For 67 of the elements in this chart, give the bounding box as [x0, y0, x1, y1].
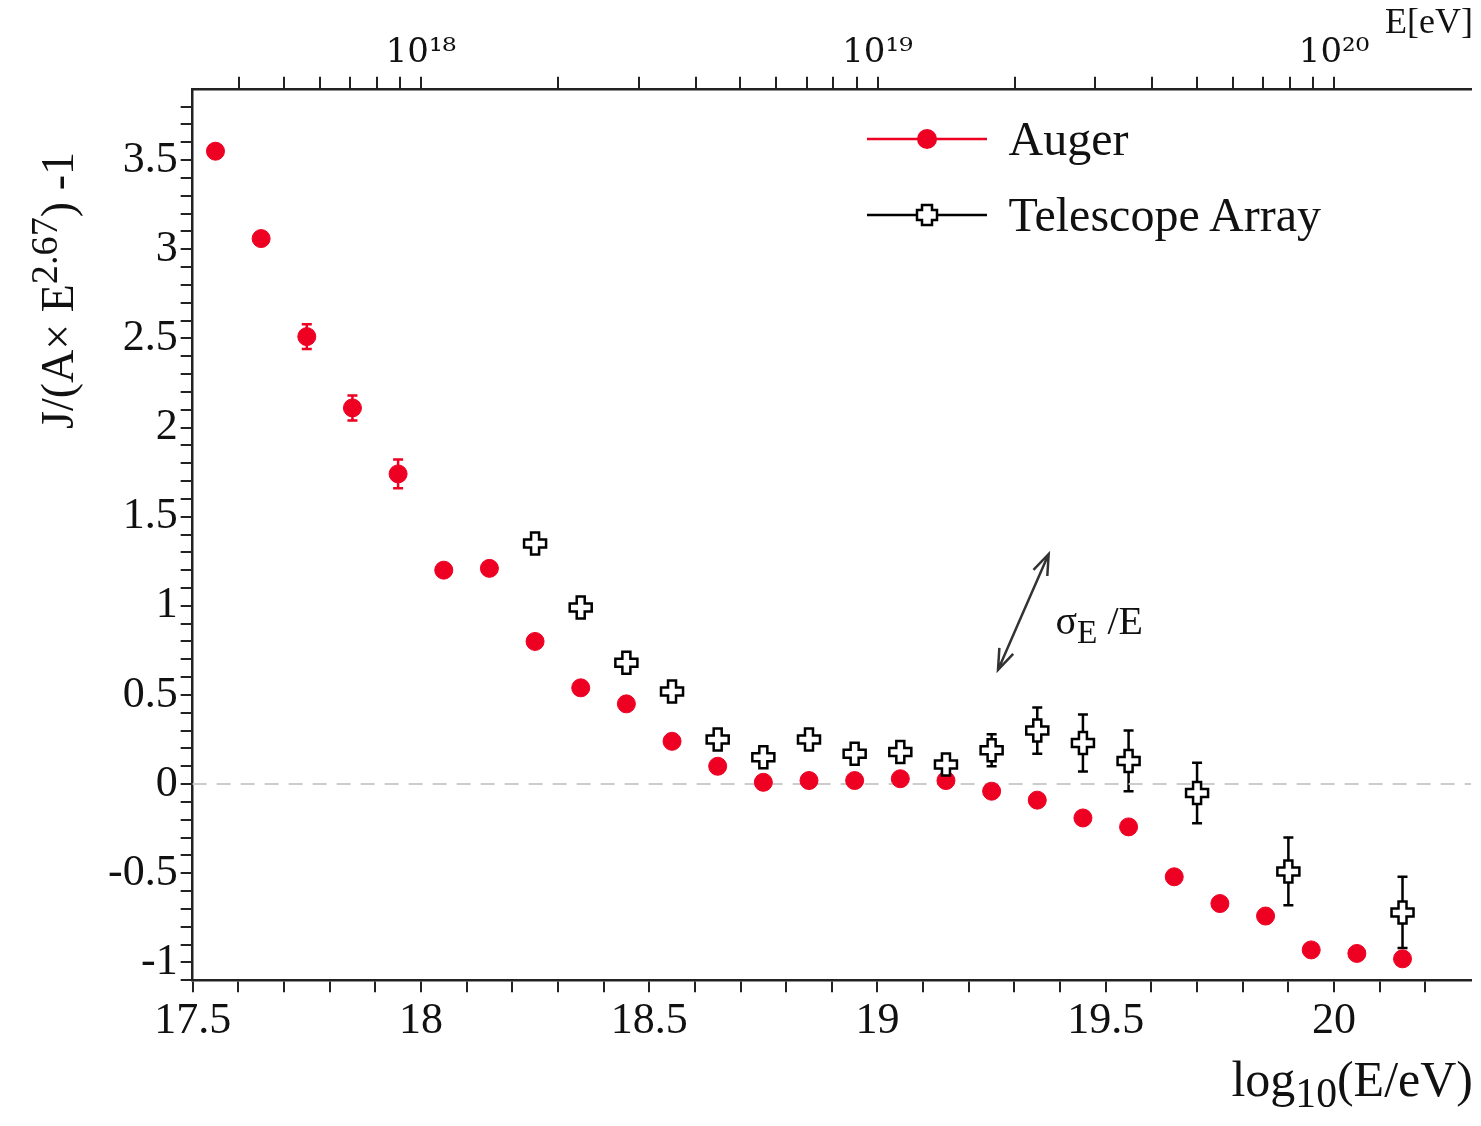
y-tick-label: 3.5: [122, 132, 178, 182]
legend-label: Auger: [1008, 111, 1129, 167]
x-tick-label: 18.5: [610, 994, 688, 1044]
x-tick-label: 19: [855, 994, 900, 1044]
point: [522, 531, 548, 556]
point: [708, 756, 728, 776]
point: [796, 727, 822, 752]
annotation: σ$_{E}$ /E: [1055, 596, 1143, 651]
point: [251, 229, 271, 249]
point: [571, 678, 591, 698]
point: [845, 771, 865, 791]
point: [662, 731, 682, 751]
point: [614, 650, 639, 676]
point: [659, 679, 685, 704]
x2-tick-label: 10¹⁸: [385, 30, 457, 71]
point: [751, 745, 776, 770]
point: [568, 595, 593, 620]
point: [982, 781, 1002, 801]
point: [434, 560, 454, 580]
point: [1390, 900, 1415, 925]
x-tick-label: 17.5: [154, 994, 232, 1044]
point: [342, 398, 362, 418]
x-tick-label: 19.5: [1067, 994, 1145, 1044]
point: [705, 727, 730, 752]
point: [1073, 808, 1093, 828]
point: [297, 327, 317, 347]
legend-label: Telescope Array: [1008, 187, 1321, 243]
point: [1210, 894, 1230, 914]
point: [753, 772, 773, 792]
x-axis-title: log$_{10}$(E/eV): [1231, 1050, 1473, 1118]
x2-axis-title: E[eV]: [1385, 0, 1473, 42]
point: [1119, 817, 1139, 837]
point: [1301, 940, 1321, 960]
point: [799, 771, 819, 791]
point: [1025, 718, 1050, 743]
y-tick-label: 3: [155, 221, 178, 271]
point: [1393, 949, 1413, 969]
point: [1164, 867, 1184, 887]
y-tick-label: -1: [141, 934, 178, 984]
point: [979, 737, 1004, 763]
point: [1184, 780, 1210, 806]
point: [479, 558, 499, 578]
y-tick-label: -0.5: [108, 845, 178, 895]
point: [890, 769, 910, 789]
point: [1256, 906, 1276, 926]
point: [1027, 790, 1047, 810]
point: [933, 752, 959, 777]
y-tick-label: 2.5: [122, 310, 178, 360]
y-tick-label: 2: [155, 400, 178, 450]
x-tick-label: 18: [398, 994, 443, 1044]
point: [1116, 748, 1141, 774]
x-tick-label: 20: [1312, 994, 1357, 1044]
y-tick-label: 0: [155, 756, 178, 806]
point: [1347, 943, 1367, 963]
x2-tick-label: 10¹⁹: [842, 30, 913, 71]
point: [888, 739, 913, 765]
point: [1276, 859, 1301, 884]
point: [616, 694, 636, 714]
x2-tick-label: 10²⁰: [1298, 30, 1370, 71]
point: [842, 741, 867, 767]
y-tick-label: 1: [155, 578, 178, 628]
y-tick-label: 1.5: [122, 489, 178, 539]
y-tick-label: 0.5: [122, 667, 178, 717]
point: [525, 631, 545, 651]
point: [388, 464, 408, 484]
point: [205, 141, 225, 161]
point: [1070, 730, 1096, 756]
